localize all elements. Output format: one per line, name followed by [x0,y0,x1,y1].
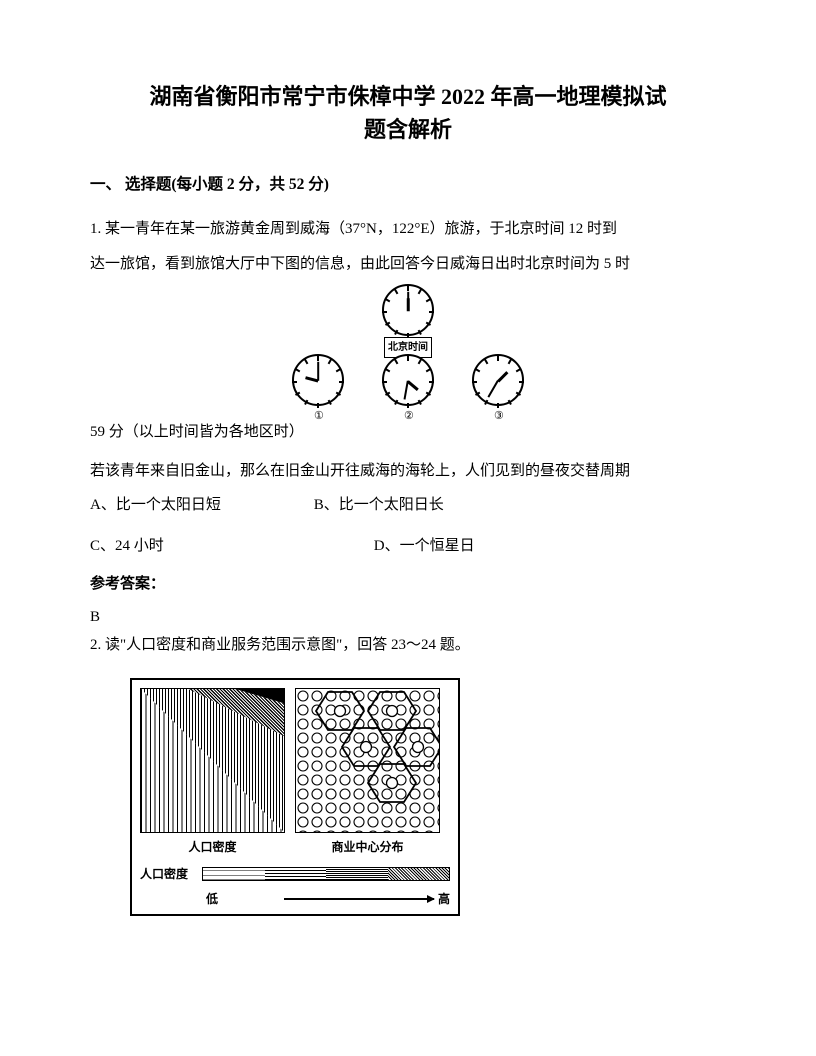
legend-gradient-bar [202,867,450,881]
option-a: A、比一个太阳日短 [90,491,310,520]
q2-stem: 2. 读"人口密度和商业服务范围示意图"，回答 23～24 题。 [90,631,726,660]
q1-line2: 达一旅馆，看到旅馆大厅中下图的信息，由此回答今日威海日出时北京时间为 5 时 [90,250,726,279]
clocks-figure: 北京时间 ① ② ③ [90,284,726,414]
legend-arrow [284,898,434,900]
panel-commerce-distribution [295,688,440,833]
q1-options: A、比一个太阳日短 B、比一个太阳日长 C、24 小时 D、一个恒星日 [90,491,726,560]
option-d: D、一个恒星日 [374,538,475,554]
exam-title: 湖南省衡阳市常宁市侏樟中学 2022 年高一地理模拟试 题含解析 [90,80,726,146]
q1-line4: 若该青年来自旧金山，那么在旧金山开往威海的海轮上，人们见到的昼夜交替周期 [90,457,726,486]
clock-1-label: ① [314,406,324,427]
title-line1: 湖南省衡阳市常宁市侏樟中学 2022 年高一地理模拟试 [149,84,666,109]
clock-3 [472,354,524,406]
answer-value: B [90,603,726,632]
clock-3-label: ③ [494,406,504,427]
legend-high: 高 [438,888,450,911]
answer-label: 参考答案： [90,570,726,599]
option-c: C、24 小时 [90,532,310,561]
legend-low: 低 [206,888,218,911]
right-panel-label: 商业中心分布 [295,836,440,859]
clock-1 [292,354,344,406]
clock-2 [382,354,434,406]
q1-line1: 1. 某一青年在某一旅游黄金周到威海（37°N，122°E）旅游，于北京时间 1… [90,215,726,244]
legend-label: 人口密度 [140,863,196,886]
clock-top [382,284,434,336]
option-b: B、比一个太阳日长 [314,497,444,513]
panel-population-density [140,688,285,833]
density-figure: 人口密度 商业中心分布 人口密度 低 高 [130,678,460,916]
section-1-heading: 一、 选择题(每小题 2 分，共 52 分) [90,170,726,199]
clock-2-label: ② [404,406,414,427]
left-panel-label: 人口密度 [140,836,285,859]
title-line2: 题含解析 [364,117,452,142]
